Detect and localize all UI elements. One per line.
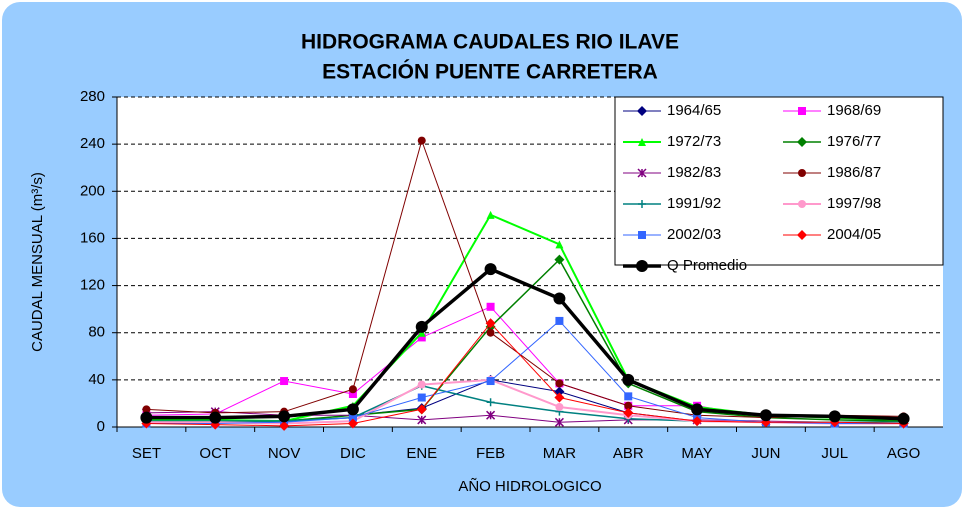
data-point bbox=[348, 413, 357, 422]
legend-marker bbox=[636, 260, 648, 272]
data-point bbox=[347, 418, 358, 429]
legend-marker bbox=[798, 200, 806, 208]
data-point bbox=[417, 393, 426, 402]
legend-marker bbox=[798, 169, 806, 177]
data-point bbox=[346, 403, 359, 416]
x-tick-label: DIC bbox=[340, 445, 366, 462]
data-point bbox=[622, 373, 635, 386]
data-point bbox=[485, 318, 496, 329]
legend-label: 2002/03 bbox=[667, 226, 721, 243]
legend-marker bbox=[638, 138, 646, 146]
legend-marker bbox=[798, 107, 806, 115]
data-point bbox=[142, 405, 151, 414]
data-point bbox=[415, 320, 428, 333]
series-line bbox=[146, 140, 904, 419]
legend-label: Q Promedio bbox=[667, 257, 747, 274]
series-line bbox=[146, 322, 904, 427]
legend-box bbox=[614, 96, 944, 266]
x-tick-label: FEB bbox=[476, 445, 505, 462]
data-point bbox=[555, 316, 564, 325]
x-tick-label: OCT bbox=[199, 445, 231, 462]
legend-label: 1982/83 bbox=[667, 164, 721, 181]
legend-label: 1968/69 bbox=[827, 102, 881, 119]
x-tick-label: ENE bbox=[406, 445, 437, 462]
data-point bbox=[691, 403, 704, 416]
data-point bbox=[623, 407, 634, 418]
y-tick-label: 200 bbox=[80, 182, 105, 199]
y-axis-label: CAUDAL MENSUAL (m³/s) bbox=[29, 172, 46, 352]
x-tick-label: AGO bbox=[887, 445, 920, 462]
data-point bbox=[486, 210, 495, 219]
legend-marker bbox=[637, 106, 647, 116]
data-point bbox=[278, 410, 291, 423]
data-point bbox=[417, 415, 427, 425]
x-tick-label: ABR bbox=[613, 445, 644, 462]
data-point bbox=[828, 410, 841, 423]
series-line bbox=[146, 411, 904, 423]
x-tick-label: SET bbox=[132, 445, 161, 462]
data-point bbox=[554, 254, 565, 265]
legend-label: 1991/92 bbox=[667, 195, 721, 212]
x-tick-label: MAY bbox=[681, 445, 712, 462]
legend-marker bbox=[797, 137, 807, 147]
x-tick-label: NOV bbox=[268, 445, 301, 462]
data-point bbox=[759, 409, 772, 422]
data-point bbox=[484, 263, 497, 276]
legend-marker bbox=[638, 231, 646, 239]
x-tick-label: MAR bbox=[543, 445, 577, 462]
data-point bbox=[417, 380, 426, 389]
legend-label: 1964/65 bbox=[667, 102, 721, 119]
y-tick-label: 0 bbox=[97, 418, 105, 435]
legend-marker bbox=[637, 168, 647, 178]
y-tick-label: 120 bbox=[80, 277, 105, 294]
data-point bbox=[624, 392, 633, 401]
legend-marker bbox=[638, 200, 646, 208]
x-tick-label: JUL bbox=[821, 445, 848, 462]
data-point bbox=[348, 390, 357, 398]
data-point bbox=[555, 402, 564, 411]
x-axis-label: AÑO HIDROLOGICO bbox=[458, 478, 601, 495]
chart-subtitle: ESTACIÓN PUENTE CARRETERA bbox=[322, 60, 658, 84]
data-point bbox=[624, 401, 633, 410]
legend-label: 2004/05 bbox=[827, 226, 881, 243]
data-point bbox=[554, 417, 564, 427]
y-tick-label: 80 bbox=[88, 324, 105, 341]
y-tick-label: 160 bbox=[80, 229, 105, 246]
legend-label: 1976/77 bbox=[827, 133, 881, 150]
data-point bbox=[279, 420, 290, 431]
data-point bbox=[209, 411, 222, 424]
chart-title: HIDROGRAMA CAUDALES RIO ILAVE bbox=[301, 31, 679, 54]
y-tick-label: 40 bbox=[88, 371, 105, 388]
data-point bbox=[555, 379, 564, 388]
y-tick-label: 240 bbox=[80, 135, 105, 152]
series-line bbox=[146, 267, 904, 421]
y-tick-label: 280 bbox=[80, 88, 105, 105]
legend-label: 1997/98 bbox=[827, 195, 881, 212]
data-point bbox=[486, 377, 495, 386]
data-point bbox=[692, 416, 703, 427]
data-point bbox=[348, 385, 357, 394]
data-point bbox=[486, 410, 496, 420]
data-point bbox=[555, 240, 564, 249]
data-point bbox=[280, 377, 289, 386]
legend-label: 1986/87 bbox=[827, 164, 881, 181]
data-point bbox=[486, 302, 495, 311]
data-point bbox=[140, 411, 153, 424]
data-point bbox=[897, 412, 910, 425]
data-point bbox=[417, 136, 426, 145]
data-point bbox=[416, 404, 427, 415]
data-point bbox=[486, 328, 495, 337]
data-point bbox=[417, 333, 426, 342]
data-point bbox=[486, 398, 495, 407]
x-tick-label: JUN bbox=[751, 445, 780, 462]
legend-marker bbox=[797, 230, 807, 240]
data-point bbox=[554, 392, 565, 403]
data-point bbox=[553, 292, 566, 305]
legend-label: 1972/73 bbox=[667, 133, 721, 150]
